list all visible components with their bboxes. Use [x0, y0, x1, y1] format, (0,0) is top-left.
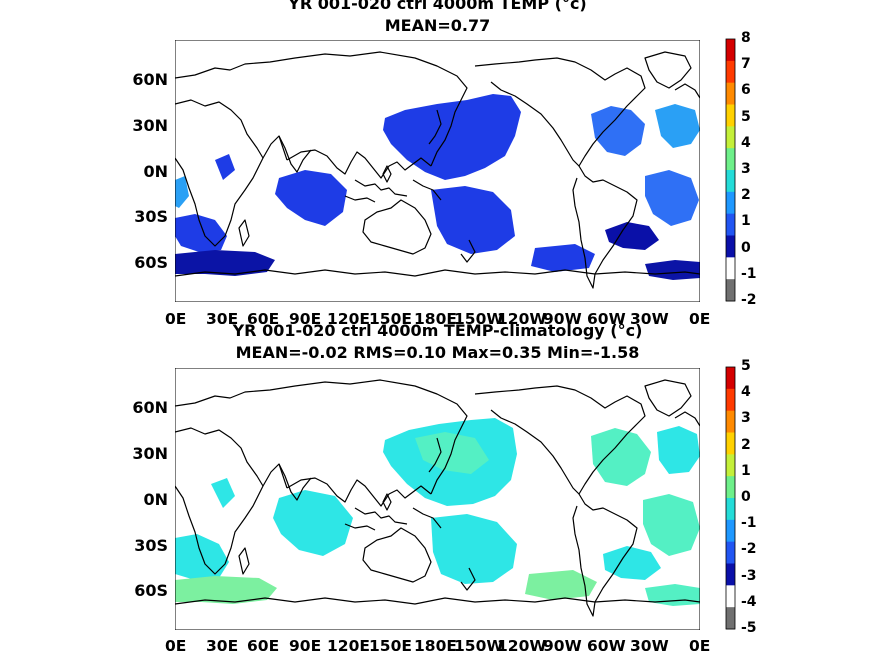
lon-label: 120E	[327, 310, 370, 328]
colorbar-segment	[726, 563, 735, 586]
colorbar-tick-label: -2	[741, 292, 757, 308]
colorbar-segment	[726, 607, 735, 630]
temperature-field-1	[175, 51, 700, 289]
colorbar-tick-label: -3	[741, 567, 757, 584]
colorbar-tick-label: -1	[741, 515, 757, 532]
colorbar-tick-label: 0	[741, 489, 751, 505]
colorbar-segment	[726, 213, 735, 236]
panel1-stats: MEAN=0.77	[384, 16, 491, 35]
colorbar-tick-label: -5	[741, 620, 757, 636]
colorbar-tick-label: 8	[741, 30, 751, 46]
colorbar-segment	[726, 39, 735, 62]
lon-label: 120W	[497, 310, 547, 328]
colorbar-segment	[726, 367, 735, 390]
lon-label: 150E	[369, 637, 412, 655]
colorbar-tick-label: 4	[741, 384, 751, 401]
colorbar-tick-label: 5	[741, 108, 751, 125]
colorbar-tick-label: 3	[741, 161, 751, 177]
lat-label: 0N	[143, 162, 168, 181]
colorbar-tick-label: 3	[741, 410, 751, 427]
lon-label: 150E	[369, 310, 412, 328]
lon-label: 90E	[289, 310, 322, 328]
colorbar-segment	[726, 279, 735, 302]
lat-label: 30N	[132, 116, 168, 135]
colorbar-segment	[726, 191, 735, 215]
colorbar-segment	[726, 541, 735, 564]
colorbar-frame	[725, 366, 736, 630]
lat-label: 30S	[134, 207, 168, 226]
lat-label: 60S	[134, 253, 168, 272]
lon-label: 60E	[247, 310, 280, 328]
colorbar-1	[725, 38, 736, 302]
lon-label: 60E	[247, 637, 280, 655]
lon-label: 0E	[165, 310, 187, 328]
colorbar-segment	[726, 104, 735, 127]
panel1-title: YR 001-020 ctrl 4000m TEMP (°c)	[288, 0, 587, 13]
colorbar-segment	[726, 126, 735, 149]
colorbar-segment	[726, 235, 735, 258]
colorbar-tick-label: 1	[741, 213, 751, 230]
colorbar-tick-label: 6	[741, 82, 751, 99]
colorbar-segment	[726, 519, 735, 543]
lat-label: 60N	[132, 70, 168, 89]
colorbar-segment	[726, 82, 735, 105]
colorbar-segment	[726, 585, 735, 608]
lat-label: 60N	[132, 398, 168, 417]
colorbar-tick-label: 7	[741, 56, 751, 73]
lon-label: 30W	[630, 310, 669, 328]
colorbar-tick-label: -1	[741, 265, 757, 282]
colorbar-segment	[726, 388, 735, 412]
lon-label: 150W	[454, 637, 504, 655]
colorbar-tick-label: 5	[741, 358, 751, 374]
colorbar-segment	[726, 148, 735, 171]
lon-label: 60W	[587, 637, 626, 655]
colorbar-tick-label: 2	[741, 436, 751, 453]
colorbar-tick-label: -2	[741, 541, 757, 558]
colorbar-segment	[726, 432, 735, 455]
lat-label: 60S	[134, 581, 168, 600]
lon-label: 150W	[454, 310, 504, 328]
colorbar-segment	[726, 498, 735, 521]
panel2-stats: MEAN=-0.02 RMS=0.10 Max=0.35 Min=-1.58	[235, 343, 640, 362]
lon-label: 0E	[689, 310, 711, 328]
lon-label: 30E	[206, 637, 239, 655]
lon-label: 90W	[543, 310, 582, 328]
lon-label: 0E	[165, 637, 187, 655]
lat-label: 30S	[134, 536, 168, 555]
colorbar-segment	[726, 170, 735, 193]
colorbar-segment	[726, 476, 735, 499]
panel2-title: YR 001-020 ctrl 4000m TEMP-climatology (…	[232, 321, 643, 340]
lon-label: 30E	[206, 310, 239, 328]
colorbar-segment	[726, 60, 735, 84]
lon-label: 180E	[414, 310, 457, 328]
colorbar-segment	[726, 454, 735, 477]
lon-label: 180E	[414, 637, 457, 655]
lon-label: 90W	[543, 637, 582, 655]
lon-label: 30W	[630, 637, 669, 655]
lon-label: 60W	[587, 310, 626, 328]
lat-label: 0N	[143, 490, 168, 509]
colorbar-segment	[726, 257, 735, 280]
colorbar-tick-label: 1	[741, 462, 751, 479]
colorbar-frame	[725, 38, 736, 302]
colorbar-tick-label: 2	[741, 187, 751, 204]
colorbar-tick-label: 0	[741, 239, 751, 256]
colorbar-segment	[726, 410, 735, 433]
colorbar-tick-label: -4	[741, 593, 757, 610]
lon-label: 120E	[327, 637, 370, 655]
map-panel-2	[175, 368, 700, 630]
lat-label: 30N	[132, 444, 168, 463]
lon-label: 0E	[689, 637, 711, 655]
colorbar-2	[725, 366, 736, 630]
colorbar-tick-label: 4	[741, 134, 751, 151]
lon-label: 120W	[497, 637, 547, 655]
lon-label: 90E	[289, 637, 322, 655]
temperature-field-2	[175, 379, 700, 617]
map-panel-1	[175, 40, 700, 302]
